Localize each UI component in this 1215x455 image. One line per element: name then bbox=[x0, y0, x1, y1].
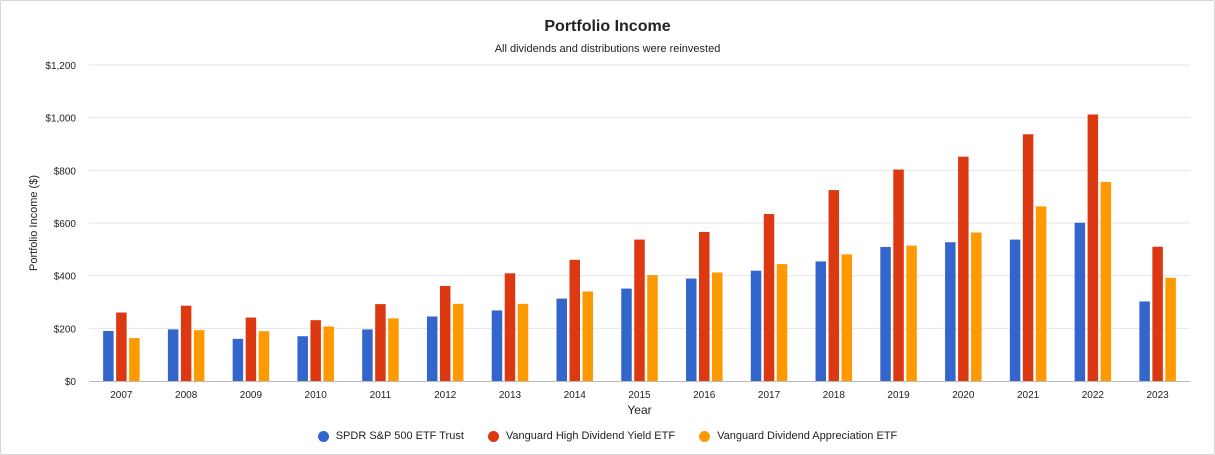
bar-2022-s2[interactable] bbox=[1100, 181, 1112, 381]
bar-2013-s1[interactable] bbox=[504, 273, 516, 381]
legend-item-spy[interactable]: SPDR S&P 500 ETF Trust bbox=[317, 430, 464, 442]
x-tick-label: 2013 bbox=[499, 390, 522, 401]
bar-2018-s1[interactable] bbox=[828, 190, 840, 381]
bar-2013-s0[interactable] bbox=[491, 310, 503, 381]
bars bbox=[103, 114, 1176, 382]
y-tick-label: $400 bbox=[54, 272, 77, 283]
x-tick-label: 2008 bbox=[175, 390, 198, 401]
bar-2008-s1[interactable] bbox=[180, 305, 192, 381]
bar-2019-s1[interactable] bbox=[893, 169, 904, 381]
x-tick-label: 2020 bbox=[952, 390, 975, 401]
bar-2022-s1[interactable] bbox=[1087, 114, 1099, 382]
x-tick-label: 2017 bbox=[758, 390, 781, 401]
y-tick-label: $600 bbox=[54, 219, 77, 230]
y-axis-ticks: $0 $200 $400 $600 $800 $1,000 $1,200 bbox=[45, 61, 76, 388]
bar-2023-s0[interactable] bbox=[1139, 301, 1150, 381]
legend-label-vym: Vanguard High Dividend Yield ETF bbox=[505, 430, 676, 442]
y-tick-label: $1,000 bbox=[45, 114, 76, 125]
x-tick-label: 2016 bbox=[693, 390, 716, 401]
bar-2019-s2[interactable] bbox=[906, 245, 917, 381]
x-tick-label: 2007 bbox=[110, 390, 133, 401]
legend-swatch-vym bbox=[487, 430, 499, 442]
bar-2016-s2[interactable] bbox=[712, 272, 723, 381]
bar-2010-s2[interactable] bbox=[323, 326, 334, 381]
bar-2015-s2[interactable] bbox=[647, 275, 658, 381]
bar-2018-s2[interactable] bbox=[841, 254, 853, 381]
bar-2022-s0[interactable] bbox=[1074, 222, 1086, 381]
legend: SPDR S&P 500 ETF Trust Vanguard High Div… bbox=[1, 430, 1214, 442]
bar-2017-s2[interactable] bbox=[776, 264, 788, 381]
y-tick-label: $200 bbox=[54, 324, 77, 335]
x-tick-label: 2010 bbox=[305, 390, 328, 401]
bar-2007-s1[interactable] bbox=[116, 312, 127, 381]
bar-2014-s0[interactable] bbox=[556, 298, 567, 381]
bar-2013-s2[interactable] bbox=[517, 303, 529, 381]
legend-item-vym[interactable]: Vanguard High Dividend Yield ETF bbox=[487, 430, 676, 442]
bar-2007-s0[interactable] bbox=[103, 330, 114, 381]
legend-swatch-spy bbox=[317, 430, 329, 442]
bar-2020-s1[interactable] bbox=[958, 156, 969, 381]
bar-2023-s1[interactable] bbox=[1152, 246, 1163, 381]
x-axis-ticks: 2007 2008 2009 2010 2011 2012 2013 2014 2015 2016… bbox=[110, 390, 1169, 401]
bar-2010-s1[interactable] bbox=[310, 320, 321, 381]
bar-2011-s1[interactable] bbox=[375, 304, 386, 381]
bar-2015-s1[interactable] bbox=[634, 239, 645, 381]
y-tick-label: $0 bbox=[65, 377, 77, 388]
bar-2015-s0[interactable] bbox=[621, 288, 632, 381]
x-tick-label: 2012 bbox=[434, 390, 457, 401]
bar-2011-s0[interactable] bbox=[362, 329, 373, 381]
y-tick-label: $800 bbox=[54, 166, 77, 177]
bar-2016-s0[interactable] bbox=[686, 278, 697, 381]
x-tick-label: 2011 bbox=[370, 390, 392, 401]
bar-2008-s0[interactable] bbox=[167, 329, 179, 381]
x-tick-label: 2018 bbox=[823, 390, 846, 401]
bar-2008-s2[interactable] bbox=[193, 330, 205, 381]
legend-label-vig: Vanguard Dividend Appreciation ETF bbox=[717, 430, 898, 442]
x-tick-label: 2021 bbox=[1017, 390, 1040, 401]
x-axis-label: Year bbox=[627, 403, 651, 417]
legend-swatch-vig bbox=[699, 430, 711, 442]
bar-2009-s1[interactable] bbox=[245, 317, 257, 381]
bar-2021-s2[interactable] bbox=[1035, 206, 1047, 381]
bar-2011-s2[interactable] bbox=[388, 318, 399, 381]
bar-2007-s2[interactable] bbox=[129, 338, 140, 381]
bar-2020-s0[interactable] bbox=[945, 242, 956, 381]
bar-2014-s1[interactable] bbox=[569, 259, 580, 381]
bar-2023-s2[interactable] bbox=[1165, 277, 1176, 381]
bar-2012-s2[interactable] bbox=[452, 303, 464, 381]
chart-subtitle: All dividends and distributions were rei… bbox=[494, 43, 721, 55]
x-tick-label: 2023 bbox=[1146, 390, 1169, 401]
bar-2018-s0[interactable] bbox=[815, 261, 827, 381]
x-tick-label: 2014 bbox=[564, 390, 587, 401]
bar-2012-s1[interactable] bbox=[439, 285, 451, 381]
bar-2021-s0[interactable] bbox=[1009, 239, 1021, 381]
bar-2012-s0[interactable] bbox=[426, 316, 438, 381]
y-axis-label: Portfolio Income ($) bbox=[28, 175, 40, 271]
bar-2010-s0[interactable] bbox=[297, 336, 308, 381]
x-tick-label: 2019 bbox=[887, 390, 910, 401]
legend-label-spy: SPDR S&P 500 ETF Trust bbox=[335, 430, 464, 442]
bar-2017-s1[interactable] bbox=[763, 214, 775, 381]
bar-2016-s1[interactable] bbox=[699, 231, 710, 381]
bar-2021-s1[interactable] bbox=[1022, 134, 1034, 381]
chart-title: Portfolio Income bbox=[544, 18, 671, 35]
bar-2014-s2[interactable] bbox=[582, 291, 593, 381]
bar-2017-s0[interactable] bbox=[750, 270, 762, 381]
bar-2009-s0[interactable] bbox=[232, 338, 244, 381]
legend-item-vig[interactable]: Vanguard Dividend Appreciation ETF bbox=[699, 430, 897, 442]
y-tick-label: $1,200 bbox=[45, 61, 76, 72]
bar-2020-s2[interactable] bbox=[971, 232, 982, 381]
x-tick-label: 2022 bbox=[1082, 390, 1105, 401]
bar-2019-s0[interactable] bbox=[880, 246, 891, 381]
x-tick-label: 2015 bbox=[628, 390, 651, 401]
bar-2009-s2[interactable] bbox=[258, 331, 270, 381]
x-tick-label: 2009 bbox=[240, 390, 263, 401]
